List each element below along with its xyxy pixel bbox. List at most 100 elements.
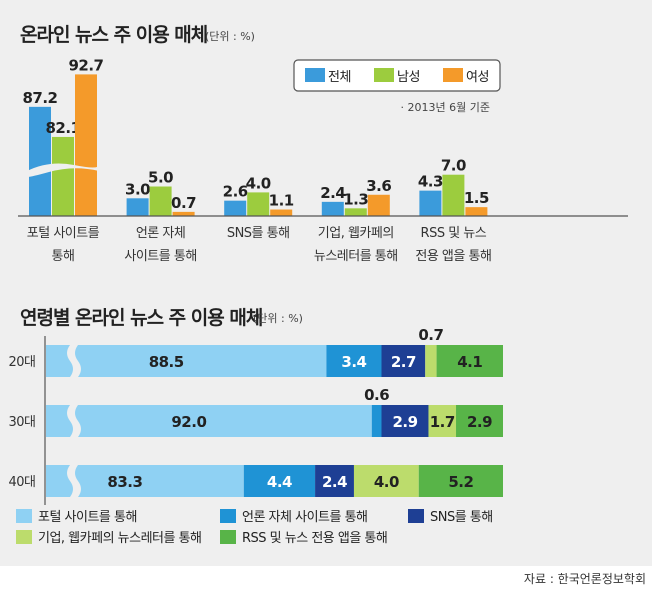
legend-swatch [374, 68, 394, 82]
bar-segment [326, 345, 382, 377]
bar [442, 174, 465, 216]
bar-segment [353, 465, 419, 497]
bar [465, 207, 488, 216]
legend-label: 남성 [397, 70, 420, 85]
data-label: 2.7 [391, 353, 416, 371]
data-label: 1.5 [464, 189, 489, 207]
chart2-unit: (단위 : %) [253, 312, 303, 325]
data-label: 0.6 [364, 386, 389, 404]
bar-segment [418, 465, 503, 497]
bar-segment [243, 465, 316, 497]
category-label: 포털 사이트를 [27, 226, 100, 241]
data-label: 4.0 [246, 174, 271, 192]
legend-swatch [443, 68, 463, 82]
data-label: 2.4 [322, 473, 347, 491]
category-label: 기업, 웹카페의 [318, 226, 394, 241]
bar [52, 136, 74, 216]
data-label: 87.2 [22, 89, 57, 107]
axis-break-mark [67, 405, 81, 437]
data-label: 4.4 [267, 473, 292, 491]
bar-segment [425, 345, 437, 377]
data-label: 0.7 [171, 194, 196, 212]
chart1-unit: (단위 : %) [205, 30, 255, 43]
data-label: 3.6 [366, 177, 391, 195]
data-label: 5.0 [148, 169, 173, 187]
legend-swatch [408, 509, 424, 523]
data-label: 1.1 [269, 192, 294, 210]
legend-label: 전체 [328, 70, 351, 85]
data-label: 92.7 [68, 56, 103, 74]
bar [270, 209, 293, 216]
bar [247, 192, 270, 216]
data-label: 2.9 [467, 413, 492, 431]
data-label: 2.4 [320, 184, 345, 202]
data-label: 1.3 [343, 190, 368, 208]
data-label: 0.7 [418, 326, 443, 344]
legend-label: SNS를 통해 [430, 510, 493, 525]
bar-segment [46, 345, 327, 377]
bar [149, 186, 172, 216]
bar [126, 198, 149, 216]
category-label: SNS를 통해 [227, 226, 290, 241]
chart1-title: 온라인 뉴스 주 이용 매체 [20, 24, 207, 46]
bar [321, 201, 344, 216]
source-note: 자료 : 한국언론정보학회 [524, 572, 646, 586]
bar [29, 106, 51, 216]
legend-swatch [16, 530, 32, 544]
data-label: 92.0 [171, 413, 206, 431]
chart2-title: 연령별 온라인 뉴스 주 이용 매체 [20, 307, 262, 329]
data-label: 83.3 [107, 473, 142, 491]
bar [419, 190, 442, 216]
category-label: 뉴스레터를 통해 [314, 249, 398, 264]
bar-segment [371, 405, 382, 437]
category-label: RSS 및 뉴스 [421, 226, 487, 241]
bar-segment [436, 345, 503, 377]
data-label: 3.0 [125, 180, 150, 198]
legend-swatch [305, 68, 325, 82]
legend-label: 여성 [466, 70, 489, 85]
bar [344, 208, 367, 216]
data-label: 2.9 [392, 413, 417, 431]
axis-break-mark [26, 163, 99, 177]
legend-swatch [220, 509, 236, 523]
data-label: 5.2 [448, 473, 473, 491]
data-label: 82.1 [45, 119, 80, 137]
chart1-note: · 2013년 6월 기준 [401, 101, 490, 114]
bar [75, 74, 97, 217]
data-label: 4.1 [457, 353, 482, 371]
data-label: 88.5 [149, 353, 184, 371]
legend-box [293, 59, 501, 92]
bar-segment [46, 405, 372, 437]
axis-break-mark [67, 345, 81, 377]
category-label: 30대 [8, 415, 35, 430]
data-label: 2.6 [223, 183, 248, 201]
category-label: 20대 [8, 355, 35, 370]
bar-segment [428, 405, 457, 437]
bar-segment [381, 345, 426, 377]
legend-label: 언론 자체 사이트를 통해 [242, 510, 368, 525]
legend-label: 기업, 웹카페의 뉴스레터를 통해 [38, 531, 202, 546]
category-label: 통해 [52, 249, 75, 264]
legend-label: 포털 사이트를 통해 [38, 510, 137, 525]
category-label: 40대 [8, 475, 35, 490]
legend-swatch [16, 509, 32, 523]
data-label: 3.4 [341, 353, 366, 371]
bar-segment [315, 465, 354, 497]
bar [224, 200, 247, 216]
data-label: 4.0 [374, 473, 399, 491]
axis-break-mark [67, 465, 81, 497]
bar [172, 211, 195, 216]
data-label: 7.0 [441, 157, 466, 175]
category-label: 언론 자체 [136, 226, 185, 241]
category-label: 전용 앱을 통해 [415, 249, 491, 264]
data-label: 1.7 [430, 413, 455, 431]
legend-label: RSS 및 뉴스 전용 앱을 통해 [242, 531, 387, 546]
bar-segment [456, 405, 503, 437]
bar-segment [381, 405, 429, 437]
data-label: 4.3 [418, 173, 443, 191]
legend-swatch [220, 530, 236, 544]
bar [367, 194, 390, 216]
